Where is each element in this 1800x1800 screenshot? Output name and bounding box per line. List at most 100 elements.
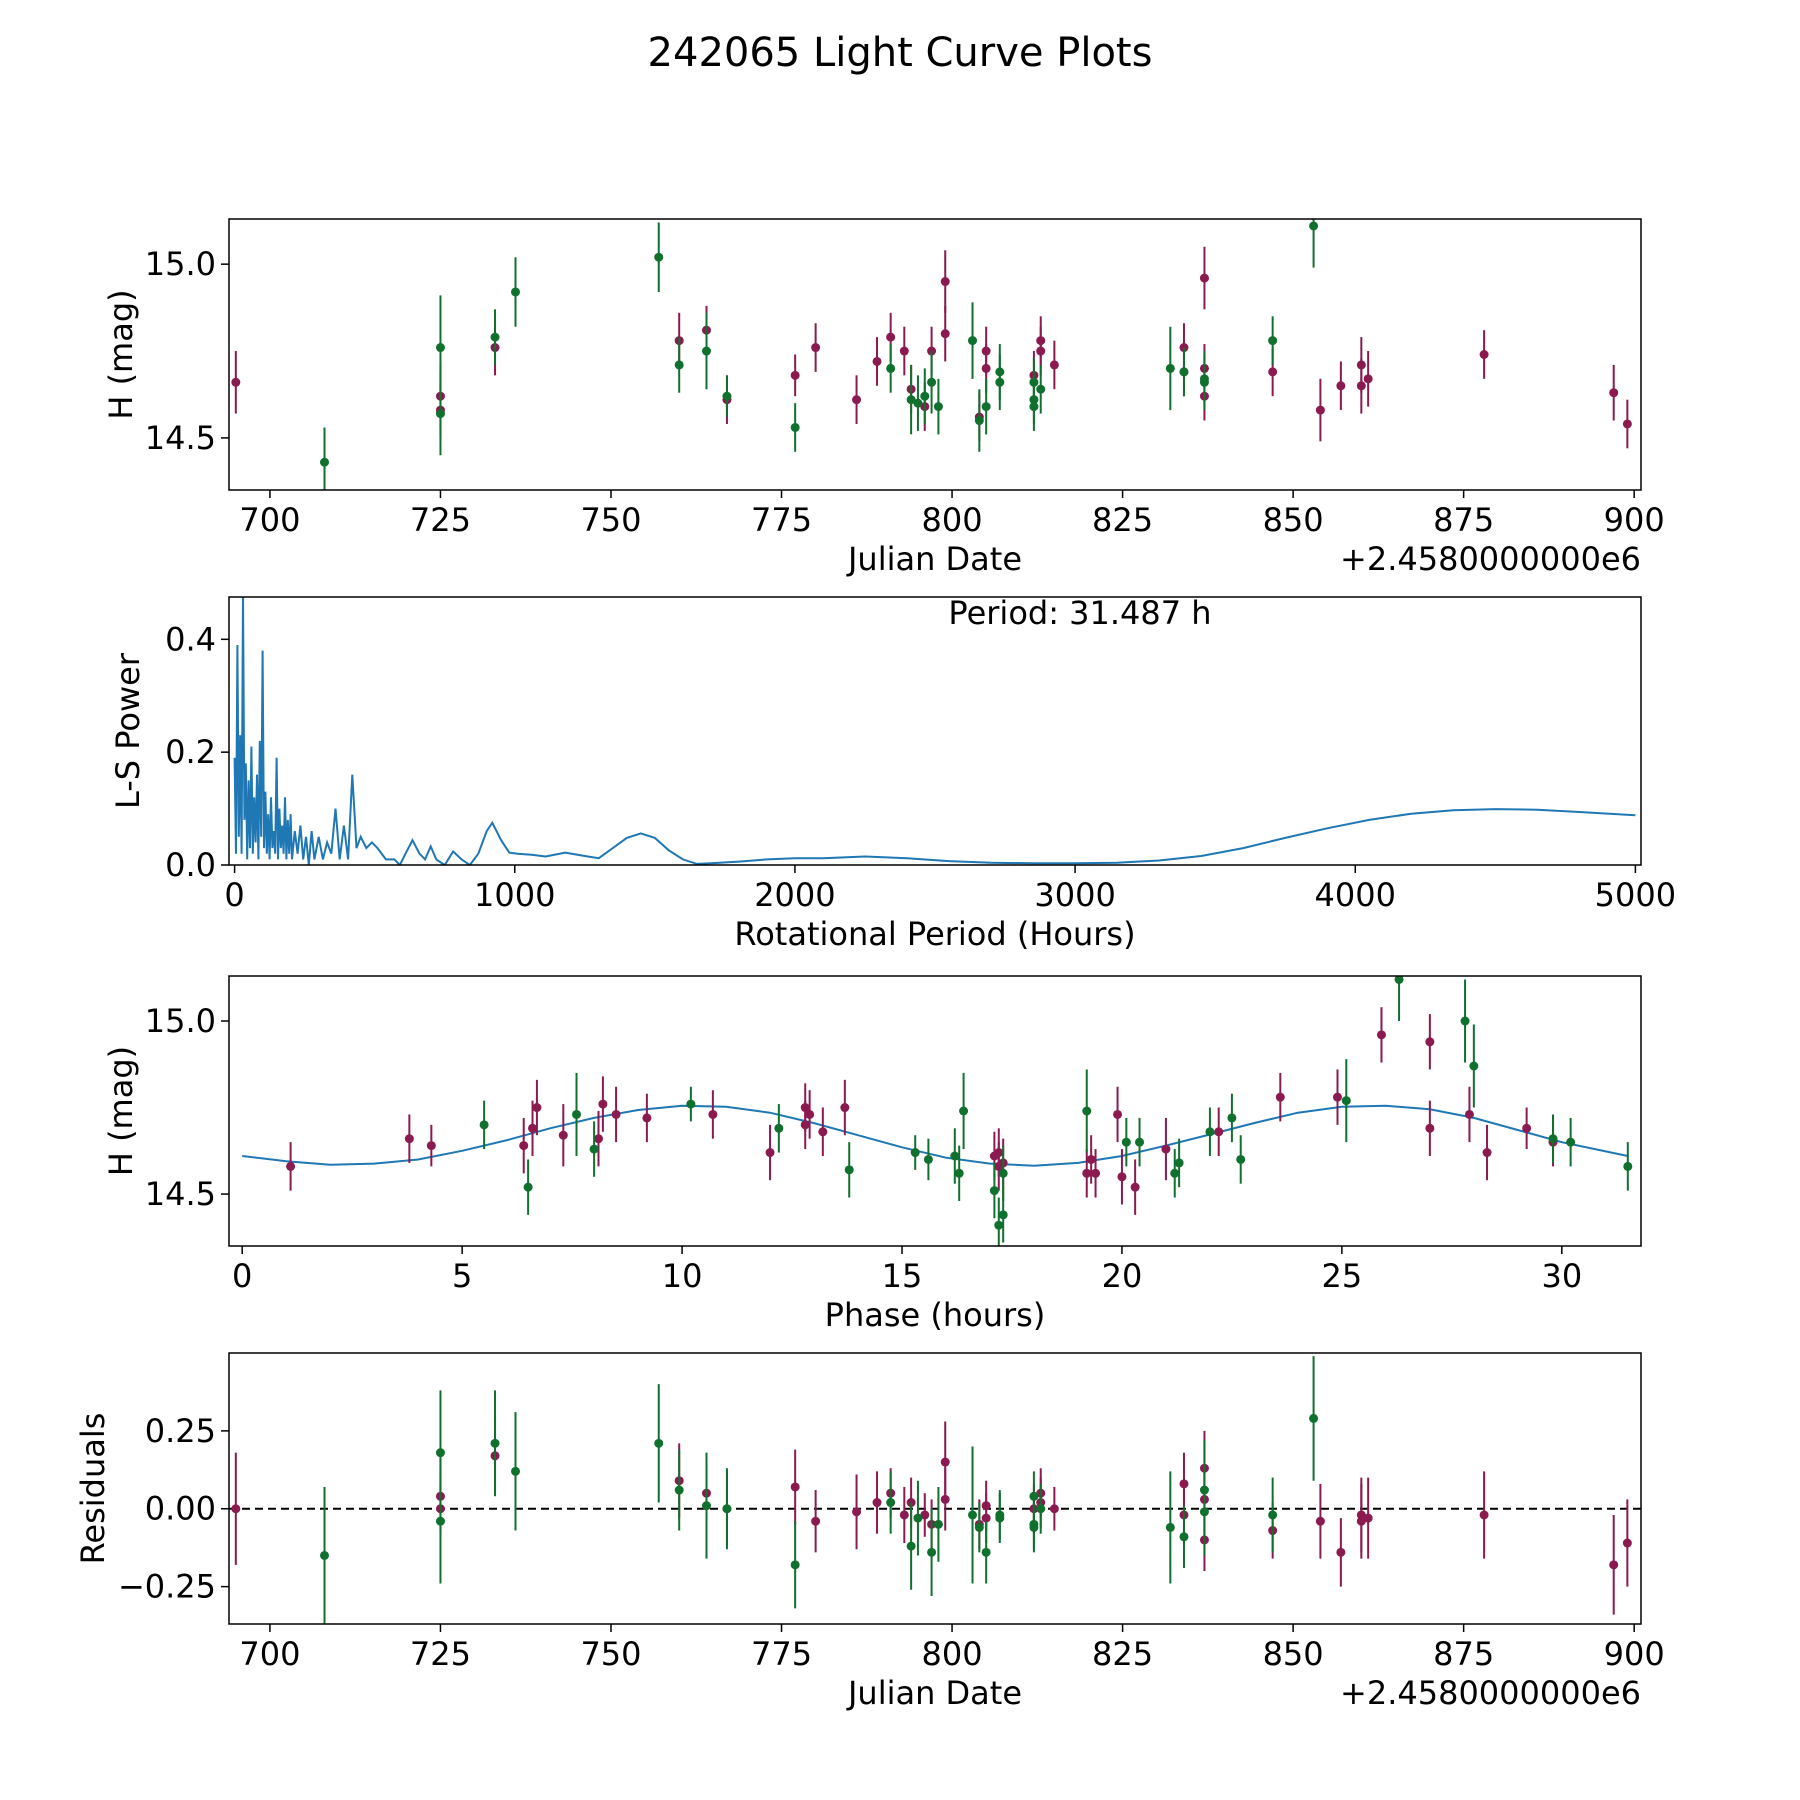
- data-point: [490, 1438, 500, 1448]
- x-tick-label: 750: [580, 1635, 641, 1673]
- data-point: [790, 422, 800, 432]
- data-point: [994, 1220, 1004, 1230]
- data-point: [920, 391, 930, 401]
- x-tick-label: 3000: [1034, 876, 1115, 914]
- data-point: [1363, 1513, 1373, 1523]
- data-point: [940, 277, 950, 287]
- data-point: [1174, 1158, 1184, 1168]
- data-point: [968, 1510, 978, 1520]
- data-point: [974, 416, 984, 426]
- data-point: [872, 1498, 882, 1508]
- panel-phased: 0 5 10 15 20 25 30 14.5 15.0 Phase (hours) H (mag): [102, 975, 1642, 1334]
- data-point: [1315, 405, 1325, 415]
- data-point: [886, 363, 896, 373]
- data-point: [927, 1547, 937, 1557]
- data-point: [790, 1482, 800, 1492]
- data-point: [674, 360, 684, 370]
- data-point: [404, 1134, 414, 1144]
- data-point: [981, 363, 991, 373]
- data-point: [435, 409, 445, 419]
- y-tick-label: 0.4: [165, 620, 216, 658]
- data-point: [940, 1494, 950, 1504]
- data-point: [701, 346, 711, 356]
- x-tick-label: 5000: [1595, 876, 1676, 914]
- data-point: [1425, 1037, 1435, 1047]
- x-tick-label: 775: [751, 501, 812, 539]
- data-point: [1165, 363, 1175, 373]
- data-point: [1179, 367, 1189, 377]
- axes-frame: [228, 1352, 1642, 1625]
- data-point: [1029, 1491, 1039, 1501]
- data-point: [1522, 1123, 1532, 1133]
- data-point: [674, 1485, 684, 1495]
- data-point: [1029, 402, 1039, 412]
- y-tick-label: 15.0: [145, 1002, 216, 1040]
- data-point: [790, 370, 800, 380]
- data-point: [1205, 1127, 1215, 1137]
- data-point: [1179, 1532, 1189, 1542]
- data-point: [933, 1519, 943, 1529]
- data-point: [1029, 1522, 1039, 1532]
- data-point: [435, 343, 445, 353]
- data-point: [1356, 1516, 1366, 1526]
- y-tick-label: 14.5: [145, 1175, 216, 1213]
- data-point: [933, 402, 943, 412]
- panel-lightcurve: 700 725 750 775 800 825 850 875 900 14.5 15.0 Julia…: [102, 218, 1665, 578]
- x-axis-label: Julian Date: [846, 1674, 1022, 1712]
- data-point: [479, 1120, 489, 1130]
- data-point: [800, 1120, 810, 1130]
- data-point: [1309, 1413, 1319, 1423]
- y-axis-label: H (mag): [102, 1046, 140, 1176]
- x-tick-label: 2000: [754, 876, 835, 914]
- data-point: [805, 1109, 815, 1119]
- x-tick-label: 10: [662, 1257, 703, 1295]
- data-point: [1199, 273, 1209, 283]
- periodogram-line: [233, 597, 1636, 865]
- x-tick-label: 5: [452, 1257, 472, 1295]
- data-point: [1464, 1109, 1474, 1119]
- data-point: [899, 1510, 909, 1520]
- period-annotation: Period: 31.487 h: [948, 594, 1211, 632]
- data-point: [840, 1103, 850, 1113]
- data-point: [1376, 1030, 1386, 1040]
- data-point: [231, 377, 241, 387]
- data-point: [654, 1438, 664, 1448]
- data-point: [954, 1168, 964, 1178]
- x-tick-label: 875: [1433, 1635, 1494, 1673]
- x-tick-label: 900: [1604, 501, 1665, 539]
- data-point: [852, 395, 862, 405]
- data-point: [1199, 377, 1209, 387]
- data-point: [490, 332, 500, 342]
- panel-residuals: 700 725 750 775 800 825 850 875 900 −0.25 0.00 0.25…: [74, 1352, 1665, 1712]
- lightcurve-data: [231, 219, 1632, 490]
- data-point: [811, 1516, 821, 1526]
- x-tick-label: 1000: [474, 876, 555, 914]
- data-point: [1236, 1154, 1246, 1164]
- data-point: [950, 1151, 960, 1161]
- data-point: [981, 402, 991, 412]
- data-point: [811, 343, 821, 353]
- data-point: [426, 1141, 436, 1151]
- data-point: [1332, 1092, 1342, 1102]
- data-point: [774, 1123, 784, 1133]
- data-point: [528, 1123, 538, 1133]
- data-point: [319, 1550, 329, 1560]
- x-tick-label: 775: [751, 1635, 812, 1673]
- x-axis-label: Phase (hours): [825, 1296, 1046, 1334]
- axes-frame: [228, 218, 1642, 491]
- data-point: [532, 1103, 542, 1113]
- data-point: [790, 1560, 800, 1570]
- y-tick-label: 0.00: [145, 1490, 216, 1528]
- data-point: [1356, 381, 1366, 391]
- data-point: [872, 356, 882, 366]
- data-point: [994, 1148, 1004, 1158]
- data-point: [1036, 384, 1046, 394]
- data-point: [974, 1522, 984, 1532]
- y-tick-label: 0.0: [165, 846, 216, 884]
- model-fit-curve: [242, 1104, 1629, 1167]
- data-point: [995, 1513, 1005, 1523]
- data-point: [1482, 1148, 1492, 1158]
- x-tick-label: 700: [239, 1635, 300, 1673]
- data-point: [940, 1457, 950, 1467]
- axes-frame: [228, 975, 1642, 1247]
